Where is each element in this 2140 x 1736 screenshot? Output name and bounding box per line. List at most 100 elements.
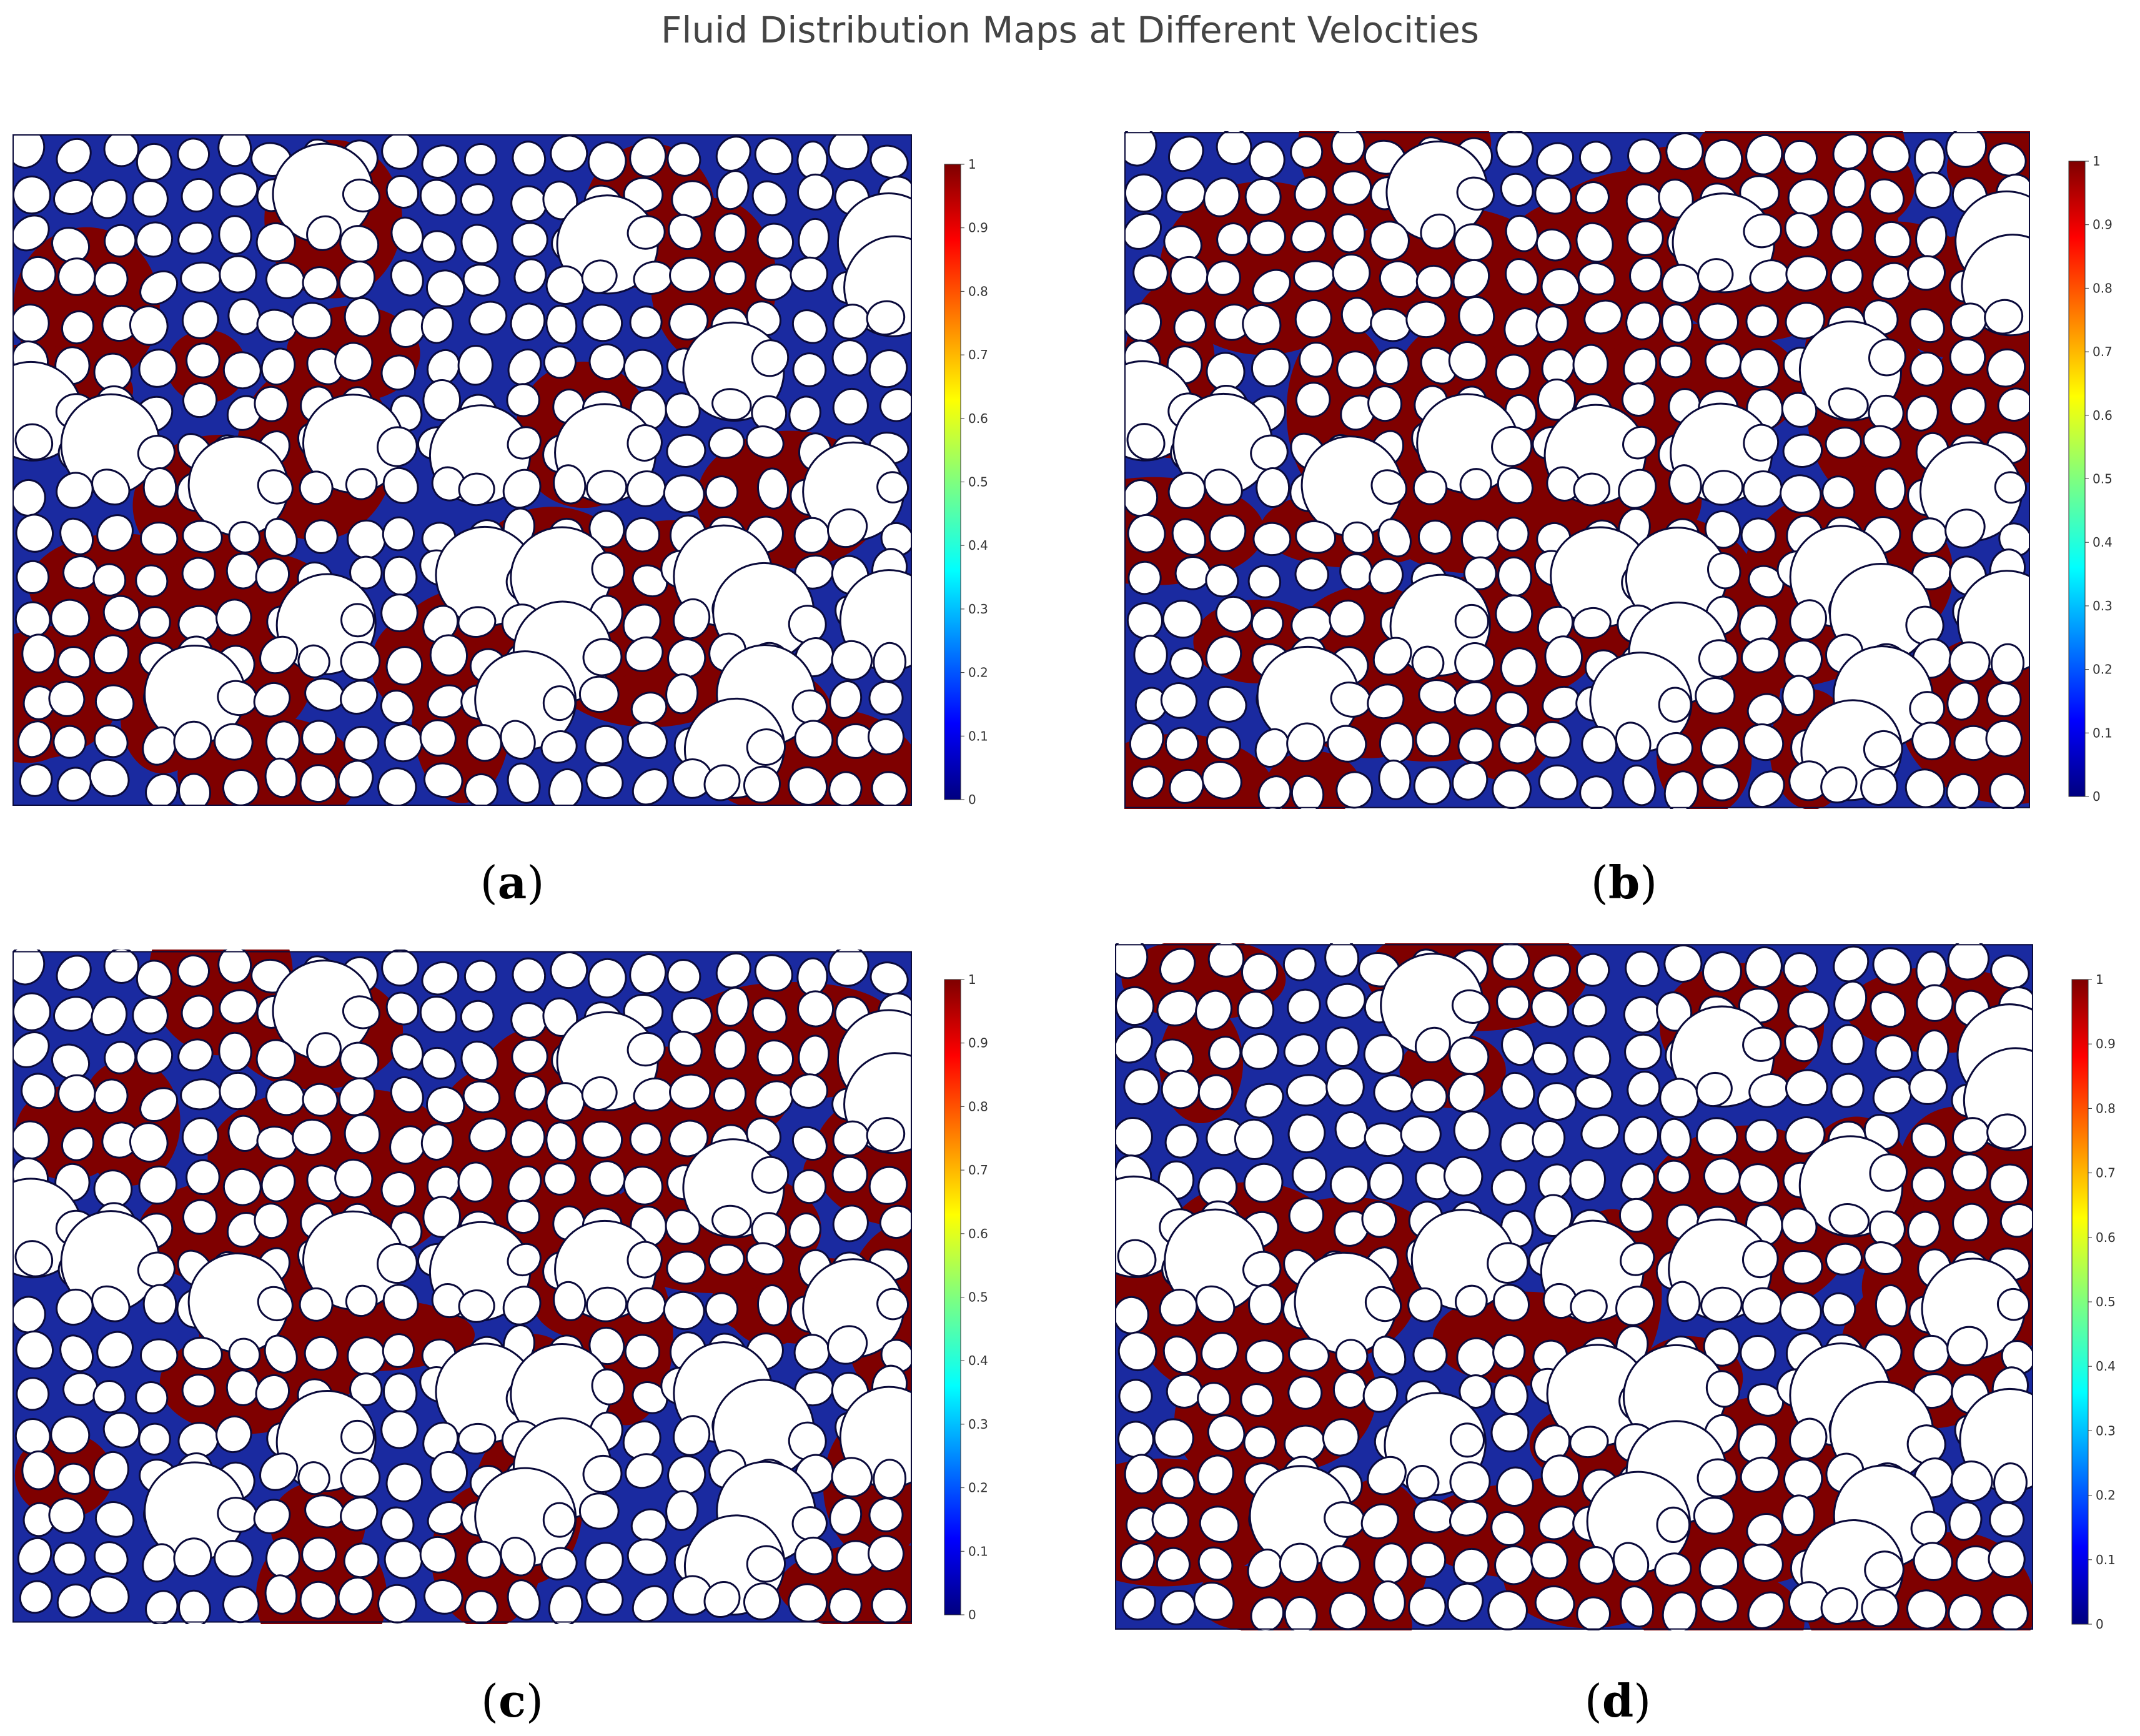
rock-grain [1287, 988, 1321, 1024]
rock-grain [14, 1240, 54, 1277]
rock-grain [16, 560, 50, 594]
rock-grain [1907, 1211, 1941, 1248]
rock-grain [342, 995, 380, 1029]
rock-grain [1447, 1582, 1484, 1622]
rock-grain [1615, 1286, 1655, 1326]
rock-grain [340, 1496, 379, 1532]
rock-grain [1173, 309, 1207, 344]
rock-grain [420, 1123, 454, 1161]
rock-grain [1251, 347, 1290, 387]
rock-grain [1997, 387, 2030, 422]
rock-grain [297, 644, 330, 678]
rock-grain [345, 468, 378, 500]
rock-grain [340, 641, 381, 681]
rock-grain [457, 1161, 494, 1203]
rock-grain [1410, 1078, 1448, 1114]
rock-grain [1500, 172, 1534, 207]
rock-grain [182, 382, 218, 419]
rock-grain [1911, 517, 1948, 555]
rock-grain [542, 1502, 577, 1538]
rock-grain [1570, 1289, 1608, 1324]
rock-grain [1788, 760, 1830, 801]
rock-grain [1697, 302, 1739, 341]
rock-grain [1538, 764, 1578, 800]
rock-grain [385, 1462, 424, 1502]
rock-grain [1739, 348, 1780, 389]
rock-grain [1542, 1282, 1578, 1319]
colorbar-tick-label: 0 [968, 792, 976, 806]
rock-grain [51, 227, 91, 264]
rock-grain [1825, 427, 1862, 459]
rock-grain [1248, 1284, 1283, 1326]
rock-grain [57, 257, 96, 296]
rock-grain [1910, 351, 1944, 387]
rock-grain [627, 722, 668, 759]
rock-grain [1659, 1118, 1692, 1159]
rock-grain [829, 680, 863, 719]
rock-grain [1448, 341, 1488, 381]
rock-grain [129, 1122, 169, 1163]
rock-grain [1494, 691, 1529, 726]
rock-grain [177, 137, 211, 171]
rock-grain [306, 215, 342, 251]
rock-grain [510, 1002, 548, 1039]
rock-grain [743, 765, 781, 804]
rock-grain [1576, 1596, 1612, 1630]
rock-grain [705, 475, 739, 509]
rock-grain [1784, 212, 1820, 249]
rock-grain [866, 1117, 906, 1153]
rock-grain [671, 180, 713, 219]
rock-grain [420, 306, 454, 344]
rock-grain [1117, 1239, 1157, 1277]
rock-grain [1575, 222, 1614, 263]
rock-grain [1294, 557, 1329, 592]
rock-grain [1153, 1418, 1194, 1458]
rock-grain [792, 1169, 827, 1204]
rock-grain [299, 470, 334, 505]
rock-grain [1663, 944, 1703, 983]
rock-grain [755, 1080, 794, 1118]
rock-grain [671, 996, 713, 1036]
rock-grain [1577, 262, 1616, 295]
rock-grain [1252, 522, 1292, 557]
rock-grain [1124, 212, 1162, 250]
rock-grain [1580, 1114, 1620, 1149]
rock-grain [1745, 304, 1779, 338]
rock-grain [1738, 1163, 1780, 1204]
rock-grain [253, 1499, 291, 1534]
rock-grain [586, 470, 628, 506]
rock-grain [1916, 984, 1954, 1022]
rock-grain [1781, 1208, 1818, 1244]
rock-grain [1785, 302, 1826, 340]
rock-grain [94, 262, 129, 297]
colorbar-tick-label: 1 [968, 159, 976, 172]
rock-grain [21, 1450, 56, 1490]
rock-grain [1495, 594, 1533, 633]
rock-grain [93, 1169, 133, 1209]
rock-grain [1746, 1513, 1784, 1547]
rock-grain [1505, 214, 1538, 252]
rock-grain [219, 172, 259, 208]
rock-grain [1986, 348, 2026, 388]
rock-grain [829, 1497, 863, 1536]
rock-grain [1294, 176, 1328, 211]
rock-grain [1704, 342, 1742, 380]
rock-grain [586, 1286, 628, 1322]
colorbar-tick-label: 1 [2093, 156, 2101, 169]
rock-grain [222, 1585, 260, 1624]
rock-grain [581, 259, 618, 294]
rock-grain [1573, 472, 1611, 507]
rock-grain [1487, 1242, 1529, 1284]
rock-grain [56, 955, 92, 991]
rock-grain [1203, 469, 1243, 506]
rock-grain [1665, 132, 1704, 171]
rock-grain [550, 134, 588, 172]
rock-grain [142, 727, 177, 766]
rock-grain [797, 174, 835, 211]
rock-grain [1537, 605, 1574, 645]
rock-grain [668, 303, 709, 340]
map-frame [1124, 132, 2030, 808]
colorbar-tick-label: 0.1 [968, 1544, 988, 1559]
rock-grain [292, 1118, 333, 1156]
rock-grain [340, 603, 375, 638]
